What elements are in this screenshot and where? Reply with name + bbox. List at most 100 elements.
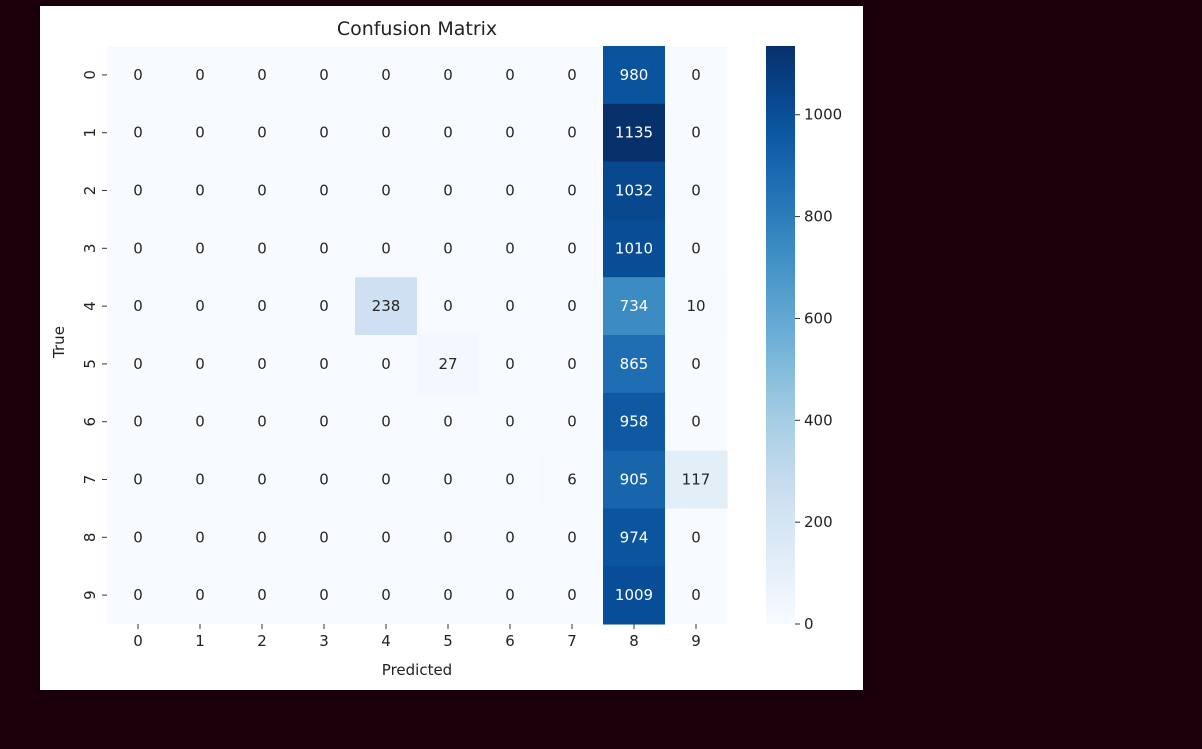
heatmap-cell	[479, 46, 542, 105]
cell-value-label: 0	[381, 182, 391, 200]
cell-value-label: 1009	[615, 586, 653, 604]
cell-value-label: 0	[505, 66, 515, 84]
heatmap-cell	[107, 46, 170, 105]
x-axis-ticks: 0 1 2 3 4 5 6 7 8 9	[133, 624, 701, 650]
heatmap-cell	[169, 277, 232, 336]
cell-value-label: 0	[133, 66, 143, 84]
heatmap-cell	[479, 335, 542, 394]
y-tick-label: 3	[81, 244, 99, 254]
cell-value-label: 0	[443, 66, 453, 84]
heatmap-cell	[231, 219, 294, 278]
y-tick-label: 2	[81, 186, 99, 196]
cell-value-label: 0	[381, 528, 391, 546]
heatmap-cell	[479, 277, 542, 336]
heatmap-cell	[293, 46, 356, 105]
heatmap-cell	[293, 508, 356, 567]
colorbar-tick-label: 800	[804, 208, 833, 226]
cell-value-label: 0	[381, 239, 391, 257]
cell-value-label: 0	[133, 355, 143, 373]
heatmap-cell	[417, 450, 480, 509]
heatmap-cell	[603, 161, 666, 220]
heatmap-cell	[355, 335, 418, 394]
cell-value-label: 0	[505, 413, 515, 431]
cell-value-label: 1032	[615, 182, 653, 200]
cell-value-label: 0	[505, 124, 515, 142]
y-tick-label: 4	[81, 301, 99, 311]
cell-value-label: 0	[195, 586, 205, 604]
cell-value-label: 0	[443, 124, 453, 142]
heatmap-cell	[479, 566, 542, 625]
heatmap-cell	[603, 219, 666, 278]
heatmap-cell	[107, 161, 170, 220]
heatmap-cell	[541, 508, 604, 567]
cell-value-label: 0	[691, 124, 701, 142]
cell-value-label: 0	[257, 66, 267, 84]
cell-value-label: 0	[319, 297, 329, 315]
cell-value-label: 0	[257, 413, 267, 431]
cell-value-label: 0	[257, 182, 267, 200]
heatmap-cell	[355, 450, 418, 509]
cell-value-label: 0	[257, 355, 267, 373]
heatmap-cell	[169, 161, 232, 220]
heatmap-cell	[479, 508, 542, 567]
cell-value-label: 0	[567, 239, 577, 257]
cell-value-label: 0	[195, 528, 205, 546]
cell-value-label: 0	[567, 586, 577, 604]
heatmap-cell	[665, 450, 728, 509]
heatmap-cell	[293, 392, 356, 452]
heatmap-cell	[603, 277, 666, 336]
x-tick-label: 3	[319, 632, 329, 650]
heatmap-cell	[541, 277, 604, 336]
heatmap-cell	[355, 277, 418, 336]
cell-value-label: 0	[319, 124, 329, 142]
heatmap-cell	[665, 508, 728, 567]
cell-value-label: 0	[691, 355, 701, 373]
cell-value-label: 0	[381, 124, 391, 142]
heatmap-cell	[231, 161, 294, 220]
heatmap-cell	[417, 392, 480, 452]
heatmap-cell	[541, 566, 604, 625]
heatmap-cell	[417, 103, 480, 163]
cell-value-label: 0	[505, 355, 515, 373]
heatmap-cell	[665, 392, 728, 452]
y-axis-label: True	[50, 326, 68, 359]
cell-value-label: 0	[133, 124, 143, 142]
cell-value-label: 0	[691, 239, 701, 257]
cell-value-label: 0	[257, 239, 267, 257]
heatmap-cell	[107, 450, 170, 509]
heatmap-cell	[665, 46, 728, 105]
cell-value-label: 6	[567, 471, 577, 489]
cell-value-label: 10	[686, 297, 705, 315]
colorbar-tick-label: 200	[804, 513, 833, 531]
y-tick-label: 9	[81, 590, 99, 600]
x-axis-label: Predicted	[382, 661, 452, 679]
heatmap-cell	[293, 566, 356, 625]
cell-value-label: 0	[567, 528, 577, 546]
cell-value-label: 0	[195, 471, 205, 489]
cell-value-label: 865	[620, 355, 649, 373]
heatmap-cell	[293, 450, 356, 509]
heatmap-cell	[603, 450, 666, 509]
heatmap-cell	[479, 219, 542, 278]
cell-value-label: 0	[257, 528, 267, 546]
colorbar: 0 200 400 600 800 1000	[766, 46, 842, 633]
cell-value-label: 0	[381, 471, 391, 489]
x-tick-label: 1	[195, 632, 205, 650]
cell-value-label: 0	[319, 528, 329, 546]
heatmap-cell	[665, 566, 728, 625]
heatmap-cell	[355, 508, 418, 567]
heatmap-cell	[169, 335, 232, 394]
cell-value-label: 0	[443, 471, 453, 489]
heatmap-cell	[665, 219, 728, 278]
heatmap-cell	[541, 103, 604, 163]
cell-value-label: 0	[133, 182, 143, 200]
heatmap-cell	[417, 277, 480, 336]
heatmap-cell	[169, 566, 232, 625]
heatmap-cell	[603, 103, 666, 163]
heatmap-cell	[665, 335, 728, 394]
cell-value-label: 0	[505, 297, 515, 315]
cell-value-label: 0	[567, 66, 577, 84]
x-tick-label: 9	[691, 632, 701, 650]
heatmap-cell	[231, 392, 294, 452]
cell-value-label: 0	[691, 586, 701, 604]
